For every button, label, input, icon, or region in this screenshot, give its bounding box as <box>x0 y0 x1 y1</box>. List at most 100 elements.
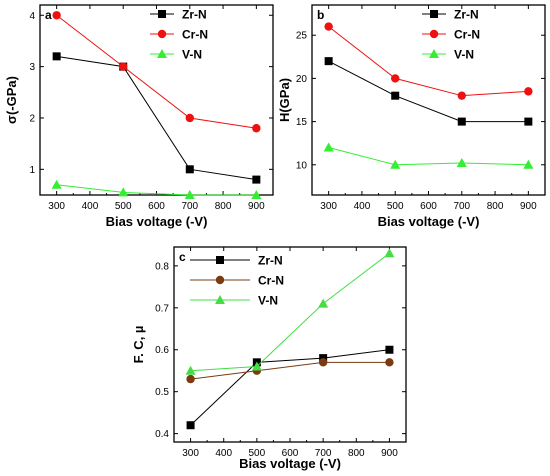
legend-marker <box>215 275 225 285</box>
y-axis-label: σ(-GPa) <box>4 76 19 124</box>
legend-label: Zr-N <box>182 8 207 22</box>
data-point-cr-n <box>524 87 533 96</box>
panel-label: c <box>179 250 186 264</box>
data-point-v-n <box>118 187 129 197</box>
data-point-v-n <box>251 190 262 199</box>
chart-panel-c: c 300 400 500 600 700 800 900 0.4 0.5 0.6 0.7 0.8 Bia… <box>131 246 407 471</box>
chart-panel-b: b 300 400 500 600 700 800 900 10 15 20 25 Bias volta… <box>277 4 546 229</box>
x-tick-label: 300 <box>48 201 65 212</box>
legend-label: V-N <box>454 48 474 62</box>
legend-marker <box>157 49 167 58</box>
legend-label: Cr-N <box>182 28 208 42</box>
chart-panel-a: a 300 400 500 600 700 800 900 1 2 3 4 Bias voltage (… <box>4 4 274 229</box>
y-tick-label: 4 <box>29 11 35 22</box>
legend-marker <box>157 29 167 39</box>
data-point-v-n <box>251 361 262 371</box>
x-tick-label: 900 <box>248 201 265 212</box>
y-tick-label: 0.8 <box>155 261 169 272</box>
plot-frame <box>173 246 407 443</box>
y-tick-label: 0.5 <box>155 387 169 398</box>
panel-label: a <box>45 8 52 22</box>
data-point-cr-n <box>457 91 466 100</box>
x-tick-label: 400 <box>82 201 99 212</box>
data-point-v-n <box>323 142 334 152</box>
data-point-v-n <box>390 159 401 169</box>
data-point-v-n <box>185 365 196 375</box>
legend-marker <box>158 10 166 18</box>
data-point-zr-n <box>185 165 194 174</box>
legend-label: V-N <box>182 48 202 62</box>
data-point-zr-n <box>385 345 394 354</box>
x-tick-label: 800 <box>487 201 504 212</box>
data-point-cr-n <box>385 358 394 367</box>
y-tick-label: 10 <box>296 160 308 171</box>
x-axis-label: Bias voltage (-V) <box>239 456 341 471</box>
y-tick-label: 0.6 <box>155 345 169 356</box>
y-axis-label: F. C, µ <box>131 326 146 364</box>
legend-label: Zr-N <box>258 254 283 268</box>
data-point-cr-n <box>318 358 328 367</box>
legend-marker <box>429 49 439 58</box>
x-tick-label: 700 <box>315 448 332 459</box>
x-tick-label: 900 <box>381 448 398 459</box>
data-point-v-n <box>51 179 62 189</box>
legend-label: Cr-N <box>454 28 480 42</box>
legend-marker <box>429 29 439 39</box>
x-tick-label: 300 <box>182 448 199 459</box>
legend-marker <box>216 256 224 264</box>
legend: Zr-N Cr-N V-N <box>150 8 208 62</box>
data-point-cr-n <box>186 374 195 384</box>
legend-label: Zr-N <box>454 8 479 22</box>
y-tick-label: 3 <box>29 62 35 73</box>
series-line-v-n <box>190 252 390 372</box>
data-point-zr-n <box>252 175 261 184</box>
panel-label: b <box>317 8 324 22</box>
data-point-cr-n <box>119 62 128 71</box>
data-point-zr-n <box>391 91 400 100</box>
y-tick-label: 0.7 <box>155 303 169 314</box>
series-line-cr-n <box>56 14 257 129</box>
data-point-v-n <box>523 159 534 169</box>
x-tick-label: 800 <box>215 201 232 212</box>
legend-marker <box>215 295 225 304</box>
data-point-zr-n <box>457 117 466 126</box>
series-line-zr-n <box>56 55 257 181</box>
y-tick-label: 25 <box>296 31 308 42</box>
series-line-cr-n <box>190 361 390 380</box>
y-tick-label: 1 <box>29 165 35 176</box>
y-tick-label: 2 <box>29 113 35 124</box>
x-tick-label: 700 <box>453 201 470 212</box>
x-tick-label: 800 <box>348 448 365 459</box>
series-line-v-n <box>328 147 529 166</box>
y-axis-label: H(GPa) <box>277 78 292 122</box>
x-tick-label: 900 <box>520 201 537 212</box>
series-line-cr-n <box>328 26 529 97</box>
x-tick-label: 600 <box>282 448 299 459</box>
data-point-cr-n <box>324 22 333 31</box>
series-line-zr-n <box>328 60 529 123</box>
data-point-zr-n <box>524 117 533 126</box>
series-line-v-n <box>56 184 257 196</box>
legend-label: Cr-N <box>258 274 284 288</box>
y-tick-label: 15 <box>296 117 308 128</box>
legend-marker <box>430 10 438 18</box>
x-tick-label: 400 <box>354 201 371 212</box>
legend: Zr-N Cr-N V-N <box>190 254 284 308</box>
legend-label: V-N <box>258 294 278 308</box>
data-point-zr-n <box>52 52 61 61</box>
y-tick-label: 0.4 <box>155 429 169 440</box>
x-tick-label: 700 <box>181 201 198 212</box>
data-point-cr-n <box>185 113 194 123</box>
data-point-cr-n <box>391 74 400 83</box>
x-tick-label: 300 <box>320 201 337 212</box>
x-tick-label: 400 <box>215 448 232 459</box>
data-point-v-n <box>184 190 195 199</box>
x-axis-label: Bias voltage (-V) <box>106 214 208 229</box>
x-axis-label: Bias voltage (-V) <box>378 214 480 229</box>
series-line-zr-n <box>190 349 390 426</box>
x-tick-label: 500 <box>387 201 404 212</box>
data-point-v-n <box>456 158 467 168</box>
data-point-v-n <box>384 248 395 258</box>
x-tick-label: 500 <box>115 201 132 212</box>
